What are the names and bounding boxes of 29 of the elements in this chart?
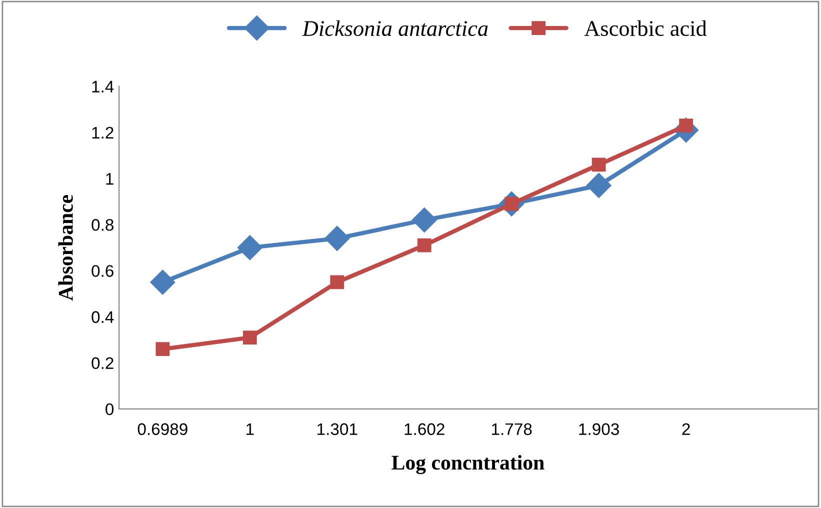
y-tick-label: 1.2 [92,126,114,138]
point [586,172,612,198]
point [592,158,606,172]
point [242,330,257,344]
x-tick-label: 1.903 [579,423,619,436]
y-tick-label: 1.4 [92,80,114,92]
point [417,238,432,252]
x-tick-label: 1.301 [318,423,358,436]
y-tick-label: 0.2 [92,357,114,370]
y-tick-label: 0.8 [92,219,114,231]
legend-label: Dicksonia antarctica [302,20,488,36]
x-axis-title: Log concntration [392,455,544,474]
x-tick-label: 1.778 [492,423,532,436]
point [330,275,344,290]
legend-label: Ascorbic acid [584,20,707,36]
y-tick-label: 0.6 [92,265,114,277]
point [237,235,262,260]
y-axis-title: Absorbance [58,194,73,301]
point [156,342,170,356]
y-tick-label: 0.4 [92,311,114,323]
x-tick-label: 2 [682,423,690,435]
x-tick-label: 1.602 [404,423,444,436]
point [150,270,176,295]
y-tick-label: 1 [106,173,114,185]
x-tick-label: 0.6989 [138,423,188,436]
x-tick-label: 1 [246,423,254,435]
point [412,208,437,232]
point [324,226,350,251]
y-tick-label: 0 [106,403,114,416]
